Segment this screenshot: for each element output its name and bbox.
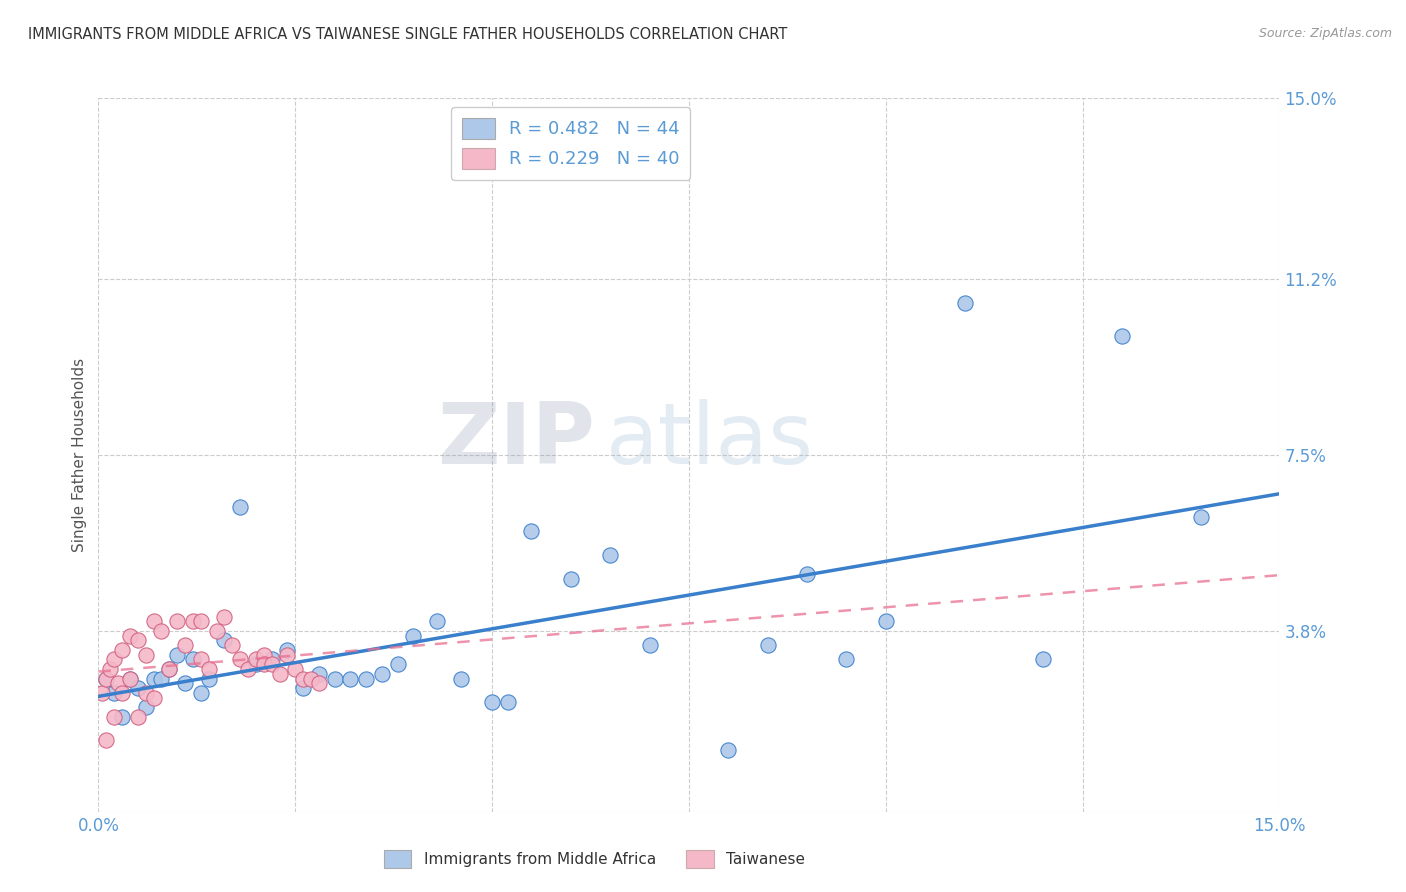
Point <box>111 709 134 723</box>
Point <box>96 733 118 747</box>
Point <box>1189 509 1212 524</box>
Point <box>560 572 582 586</box>
Point <box>299 672 322 686</box>
Point <box>253 657 276 672</box>
Point <box>190 652 212 666</box>
Point <box>150 672 173 686</box>
Point <box>354 672 377 686</box>
Point <box>107 676 129 690</box>
Point <box>253 648 276 662</box>
Point <box>166 648 188 662</box>
Point <box>118 672 141 686</box>
Point <box>127 709 149 723</box>
Point <box>166 615 188 629</box>
Point <box>98 662 121 676</box>
Point <box>260 652 283 666</box>
Point <box>135 686 157 700</box>
Point <box>402 629 425 643</box>
Point <box>599 548 621 562</box>
Point <box>103 652 125 666</box>
Point <box>323 672 346 686</box>
Point <box>118 629 141 643</box>
Point <box>308 676 330 690</box>
Point <box>157 662 180 676</box>
Point <box>229 500 252 515</box>
Point <box>118 672 141 686</box>
Point <box>796 566 818 581</box>
Point <box>276 648 298 662</box>
Point <box>875 615 897 629</box>
Point <box>181 615 204 629</box>
Point <box>103 709 125 723</box>
Point <box>1032 652 1054 666</box>
Point <box>103 686 125 700</box>
Point <box>292 672 315 686</box>
Point <box>197 662 219 676</box>
Point <box>142 672 165 686</box>
Point <box>426 615 449 629</box>
Point <box>245 652 267 666</box>
Point <box>111 686 134 700</box>
Point <box>181 652 204 666</box>
Point <box>638 638 661 652</box>
Point <box>135 700 157 714</box>
Text: atlas: atlas <box>606 399 814 483</box>
Point <box>96 672 118 686</box>
Point <box>481 695 503 709</box>
Point <box>229 652 252 666</box>
Point <box>96 672 118 686</box>
Point <box>91 686 114 700</box>
Point <box>450 672 472 686</box>
Point <box>142 690 165 705</box>
Point <box>214 633 236 648</box>
Point <box>111 643 134 657</box>
Point <box>214 609 236 624</box>
Text: Source: ZipAtlas.com: Source: ZipAtlas.com <box>1258 27 1392 40</box>
Point <box>127 681 149 695</box>
Point <box>520 524 543 538</box>
Text: ZIP: ZIP <box>437 399 595 483</box>
Point <box>174 676 197 690</box>
Point <box>190 615 212 629</box>
Point <box>157 662 180 676</box>
Point <box>953 295 976 310</box>
Point <box>1111 329 1133 343</box>
Point <box>221 638 243 652</box>
Point <box>387 657 409 672</box>
Point <box>190 686 212 700</box>
Point <box>245 657 267 672</box>
Legend: Immigrants from Middle Africa, Taiwanese: Immigrants from Middle Africa, Taiwanese <box>377 843 813 875</box>
Point <box>142 615 165 629</box>
Point <box>276 643 298 657</box>
Point <box>205 624 228 638</box>
Point <box>236 662 259 676</box>
Point <box>339 672 361 686</box>
Point <box>292 681 315 695</box>
Point <box>835 652 858 666</box>
Point <box>717 743 740 757</box>
Point <box>371 666 394 681</box>
Point <box>284 662 307 676</box>
Point <box>308 666 330 681</box>
Point <box>269 666 291 681</box>
Point <box>127 633 149 648</box>
Point <box>135 648 157 662</box>
Point <box>756 638 779 652</box>
Text: IMMIGRANTS FROM MIDDLE AFRICA VS TAIWANESE SINGLE FATHER HOUSEHOLDS CORRELATION : IMMIGRANTS FROM MIDDLE AFRICA VS TAIWANE… <box>28 27 787 42</box>
Point <box>150 624 173 638</box>
Point <box>260 657 283 672</box>
Point <box>174 638 197 652</box>
Point <box>496 695 519 709</box>
Y-axis label: Single Father Households: Single Father Households <box>72 358 87 552</box>
Point <box>197 672 219 686</box>
